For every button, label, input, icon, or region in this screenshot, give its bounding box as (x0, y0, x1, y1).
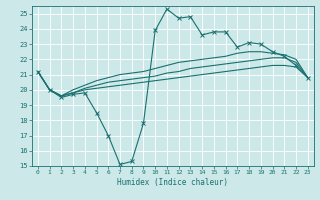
X-axis label: Humidex (Indice chaleur): Humidex (Indice chaleur) (117, 178, 228, 187)
